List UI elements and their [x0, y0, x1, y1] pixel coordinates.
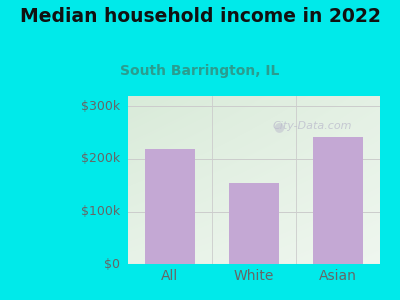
Text: South Barrington, IL: South Barrington, IL	[120, 64, 280, 79]
Bar	[145, 148, 195, 264]
Bar	[313, 137, 363, 264]
Text: $200k: $200k	[81, 152, 120, 166]
Text: $300k: $300k	[81, 100, 120, 113]
Bar	[229, 183, 279, 264]
Text: City-Data.com: City-Data.com	[272, 121, 352, 131]
Text: ●: ●	[274, 120, 285, 133]
Text: $0: $0	[104, 257, 120, 271]
Text: $100k: $100k	[81, 205, 120, 218]
Text: Median household income in 2022: Median household income in 2022	[20, 8, 380, 26]
